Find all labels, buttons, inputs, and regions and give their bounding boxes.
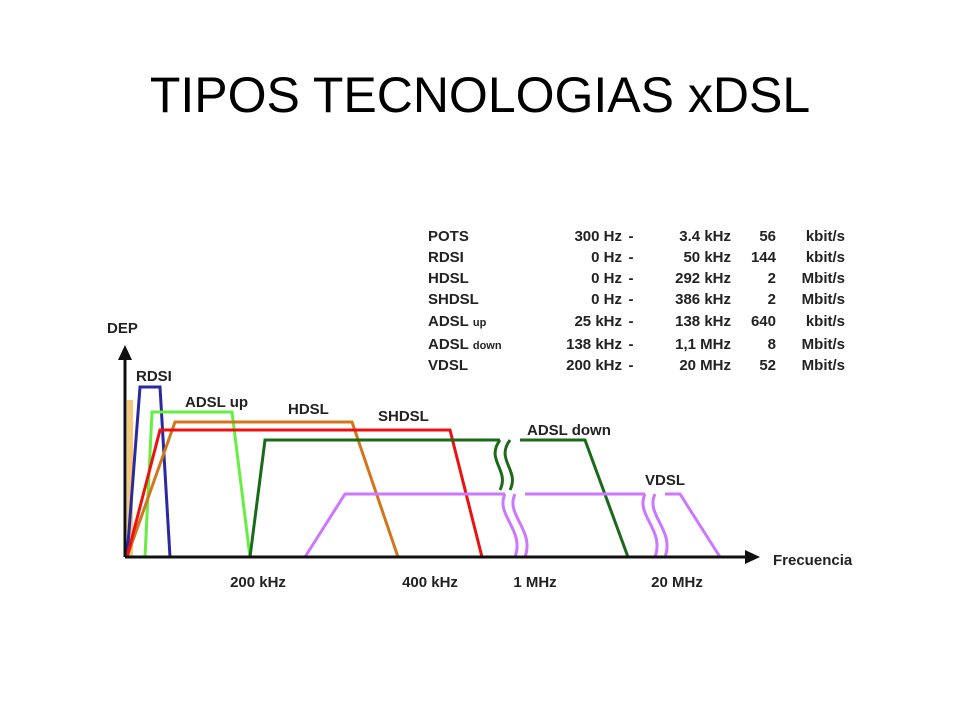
rate-unit: kbit/s [806,228,845,245]
x-tick: 200 kHz [230,574,286,591]
freq-to: 3.4 kHz [679,228,731,245]
rate-unit: Mbit/s [802,336,845,353]
x-tick: 400 kHz [402,574,458,591]
rdsi-curve [125,385,172,558]
rate: 144 [751,249,777,266]
curve-label: ADSL down [527,422,611,439]
freq-to: 20 MHz [679,357,731,374]
freq-to: 138 kHz [675,313,731,330]
dash: - [629,357,634,374]
freq-to: 292 kHz [675,270,731,287]
freq-from: 25 kHz [574,313,622,330]
dash: - [629,249,634,266]
curve-label: ADSL up [185,394,248,411]
tech-name: HDSL [428,270,469,287]
y-arrow [118,345,132,360]
rate-unit: Mbit/s [802,357,845,374]
freq-from: 138 kHz [566,336,622,353]
rate-unit: Mbit/s [802,291,845,308]
tech-name-main: RDSI [428,249,464,266]
rate: 8 [768,336,776,353]
freq-from: 200 kHz [566,357,622,374]
tech-name: ADSL down [428,336,502,353]
rate-unit: Mbit/s [802,270,845,287]
spectrum-diagram [118,345,760,564]
slide-title: TIPOS TECNOLOGIAS xDSL [150,67,810,123]
vdsl-curve [665,492,722,558]
tech-name-main: ADSL [428,313,469,330]
rate-unit: kbit/s [806,249,845,266]
dash: - [629,336,634,353]
vdsl-curve [303,492,505,558]
pots-band [127,400,133,557]
tech-name-main: VDSL [428,357,468,374]
dash: - [629,270,634,287]
freq-from: 0 Hz [591,270,622,287]
freq-to: 386 kHz [675,291,731,308]
hdsl-curve [125,420,400,558]
curve-label: SHDSL [378,408,429,425]
curve-label: RDSI [136,368,172,385]
rate: 2 [768,270,776,287]
tech-name: RDSI [428,249,464,266]
vdsl-break [641,493,669,558]
x-label: Frecuencia [773,552,853,569]
rate-unit: kbit/s [806,313,845,330]
tech-name-main: POTS [428,228,469,245]
adsl-down-curve [520,438,630,558]
curve-label: VDSL [645,472,685,489]
tech-name: POTS [428,228,469,245]
adsl-down-curve [248,438,500,558]
freq-to: 50 kHz [683,249,731,266]
vdsl-break [501,493,529,558]
tech-name-main: SHDSL [428,291,479,308]
rate: 2 [768,291,776,308]
dash: - [629,228,634,245]
rate: 56 [759,228,776,245]
tech-name-main: ADSL [428,336,469,353]
x-tick: 20 MHz [651,574,703,591]
freq-from: 300 Hz [574,228,622,245]
tech-name: ADSL up [428,313,487,330]
dash: - [629,313,634,330]
tech-name-sub: up [473,317,487,329]
freq-from: 0 Hz [591,291,622,308]
x-arrow [745,550,760,564]
tech-name: SHDSL [428,291,479,308]
tech-name-sub: down [473,340,502,352]
dash: - [629,291,634,308]
tech-name: VDSL [428,357,468,374]
freq-to: 1,1 MHz [675,336,731,353]
rate: 52 [759,357,776,374]
y-label: DEP [107,320,138,337]
curve-label: HDSL [288,401,329,418]
rate: 640 [751,313,776,330]
adsl-down-break [493,439,514,491]
tech-name-main: HDSL [428,270,469,287]
freq-from: 0 Hz [591,249,622,266]
x-tick: 1 MHz [513,574,556,591]
adsl-up-curve [143,410,252,558]
